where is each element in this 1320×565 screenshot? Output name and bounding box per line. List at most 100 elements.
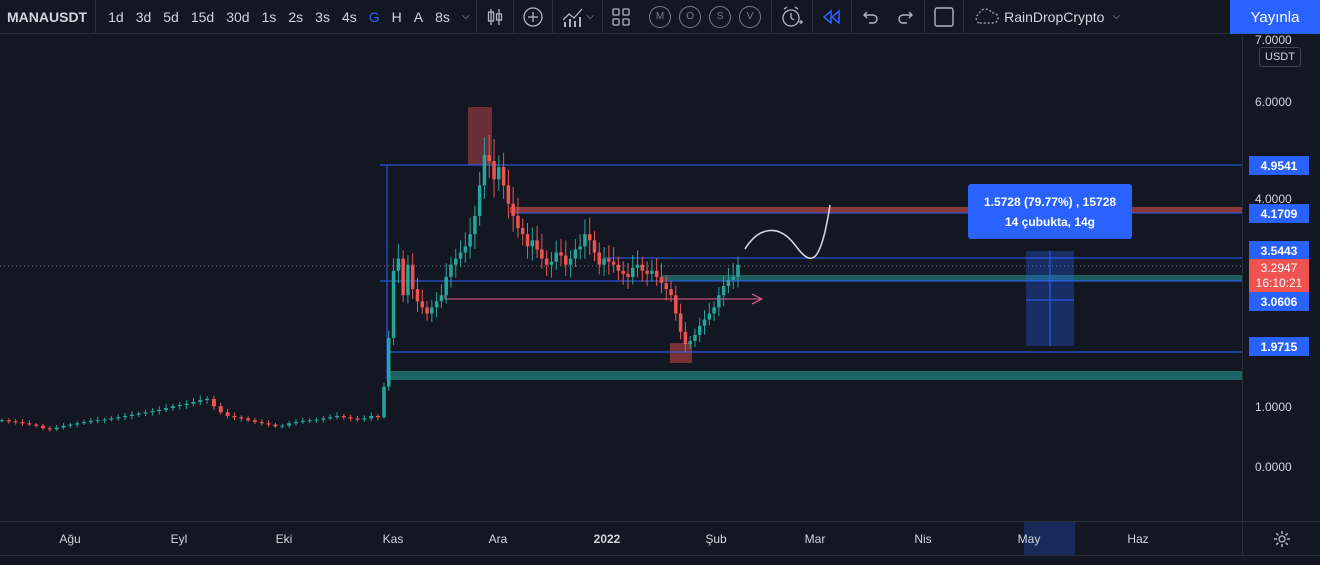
candle-body	[396, 258, 401, 271]
candle-body	[348, 417, 353, 419]
redo-icon[interactable]	[888, 0, 924, 34]
measure-tooltip: 1.5728 (79.77%) , 15728 14 çubukta, 14g	[968, 184, 1132, 239]
badge-s[interactable]: S	[709, 5, 732, 28]
candle	[621, 261, 625, 285]
publish-button[interactable]: Yayınla	[1230, 0, 1320, 34]
interval-2s[interactable]: 2s	[288, 8, 304, 25]
candle-body	[143, 412, 148, 414]
candle	[54, 425, 59, 431]
cloud-icon	[975, 7, 999, 24]
candle	[420, 289, 425, 314]
candle	[664, 275, 668, 301]
price-axis[interactable]: 7.0000 USDT 6.0000 4.0000 1.0000 0.0000 …	[1242, 33, 1320, 521]
candle-body	[683, 331, 688, 344]
candle-body	[697, 325, 702, 335]
level-label: 4.9541	[1249, 156, 1309, 175]
indicators-icon[interactable]: ⌵	[553, 0, 603, 34]
badge-o[interactable]: O	[679, 5, 702, 28]
interval-15d[interactable]: 15d	[190, 8, 215, 25]
candle	[726, 268, 731, 294]
interval-H[interactable]: H	[391, 8, 402, 25]
candle-body	[425, 307, 429, 314]
candle-body	[184, 403, 189, 405]
interval-4s[interactable]: 4s	[341, 8, 357, 25]
candle	[307, 418, 312, 424]
chart-type-candles-icon[interactable]	[477, 0, 513, 34]
candle	[95, 416, 100, 424]
candle	[20, 419, 25, 427]
candle	[191, 397, 196, 407]
time-label: Eki	[275, 532, 293, 546]
candle	[592, 231, 597, 262]
candle	[376, 413, 380, 421]
undo-icon[interactable]	[852, 0, 888, 34]
candle	[116, 414, 121, 421]
candle-body	[157, 409, 162, 412]
current-price: 3.2947	[1260, 261, 1298, 275]
chart-pane[interactable]: 1.5728 (79.77%) , 15728 14 çubukta, 14g	[0, 35, 1242, 521]
replay-icon[interactable]	[813, 0, 851, 34]
candle-body	[592, 240, 597, 253]
candle-body	[540, 249, 544, 259]
interval-A[interactable]: A	[413, 8, 424, 25]
time-label: Haz	[1127, 532, 1149, 546]
candle	[362, 415, 367, 422]
currency-unit-button[interactable]: USDT	[1259, 47, 1301, 67]
candle-body	[259, 422, 264, 424]
fullscreen-square-icon[interactable]	[925, 0, 963, 34]
candle-body	[650, 270, 654, 274]
interval-1d[interactable]: 1d	[108, 8, 124, 25]
candle	[516, 197, 520, 238]
candle-body	[717, 295, 721, 308]
time-label: Şub	[705, 532, 727, 546]
candle-body	[564, 255, 568, 265]
candle	[396, 243, 401, 284]
candle-body	[6, 420, 11, 422]
candle	[444, 263, 448, 304]
badge-v[interactable]: V	[739, 5, 762, 28]
symbol-search[interactable]: MANAUSDT	[0, 0, 97, 34]
candle	[225, 408, 230, 419]
layout-name-menu[interactable]: RainDropCrypto ⌵	[964, 0, 1128, 34]
candle	[607, 245, 611, 275]
candle-body	[520, 228, 525, 235]
candlestick-chart[interactable]	[0, 35, 1242, 521]
candle	[611, 246, 616, 273]
candle-body	[68, 424, 73, 426]
level-label: 3.5443	[1249, 241, 1309, 260]
candle-body	[369, 415, 374, 419]
alert-clock-icon[interactable]	[772, 0, 812, 34]
candle	[0, 418, 4, 423]
interval-30d[interactable]: 30d	[226, 8, 250, 25]
layout-grid-icon[interactable]	[603, 0, 639, 34]
candle	[616, 256, 621, 281]
support-zone	[662, 275, 1242, 281]
candle	[177, 402, 182, 410]
candle-body	[654, 270, 659, 277]
chevron-down-icon[interactable]: ⌵	[461, 11, 470, 22]
settings-gear-icon[interactable]	[1242, 521, 1320, 555]
candle	[530, 227, 535, 261]
candle	[731, 263, 735, 289]
interval-8s[interactable]: 8s	[435, 8, 450, 25]
candle	[205, 396, 210, 404]
candle	[406, 255, 410, 304]
candle	[506, 169, 511, 219]
candle-body	[635, 264, 640, 268]
interval-3d[interactable]: 3d	[135, 8, 152, 25]
candle	[252, 417, 257, 425]
candle-body	[75, 423, 80, 425]
time-label: Mar	[804, 532, 826, 546]
candle-body	[334, 415, 339, 418]
interval-5d[interactable]: 5d	[163, 8, 179, 25]
time-axis[interactable]: Ağu Eyl Eki Kas Ara 2022 Şub Mar Nis May…	[0, 521, 1242, 556]
badge-m[interactable]: M	[649, 5, 672, 28]
interval-1s[interactable]: 1s	[261, 8, 277, 25]
add-indicator-icon[interactable]	[514, 0, 552, 34]
candle	[458, 240, 463, 267]
interval-3s[interactable]: 3s	[315, 8, 330, 25]
candle-body	[164, 408, 169, 410]
candle-body	[530, 240, 535, 247]
interval-G[interactable]: G	[368, 8, 380, 25]
candle	[549, 251, 554, 278]
